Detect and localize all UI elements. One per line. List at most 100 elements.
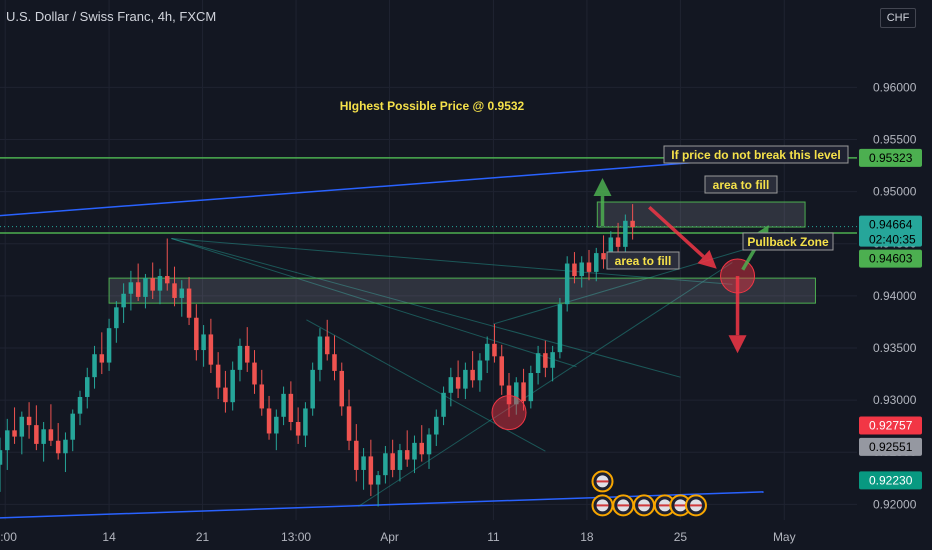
event-icons[interactable]	[591, 470, 707, 517]
candle-body	[390, 453, 395, 470]
price-label: 0.94603	[869, 252, 913, 266]
candle-body	[48, 429, 54, 441]
candle-body	[375, 475, 381, 485]
break-level-box	[663, 145, 849, 164]
candle-body	[274, 416, 279, 434]
price-label-bg	[859, 148, 922, 167]
highlight-circle	[491, 395, 527, 431]
candle-body	[354, 440, 359, 470]
candle-body	[208, 334, 214, 365]
candle-body	[295, 422, 301, 436]
time-tick-label: 8:00	[0, 530, 17, 544]
price-label-bg	[859, 437, 922, 456]
area-to-fill-lower-box	[606, 251, 680, 270]
candle-body	[317, 336, 323, 370]
candle-body	[201, 334, 206, 351]
candle-body	[346, 406, 352, 441]
time-tick-label: 11	[487, 530, 500, 544]
candle-body	[266, 408, 272, 434]
candle-body	[135, 282, 141, 297]
price-label: 0.94664	[869, 218, 913, 232]
candle-body	[572, 263, 577, 277]
candle-body	[172, 283, 177, 298]
chart-title[interactable]: U.S. Dollar / Swiss Franc, 4h, FXCM	[6, 9, 217, 24]
event-flag-stripe	[596, 480, 609, 483]
price-axis[interactable]: 0.960000.955000.950000.945000.940000.935…	[857, 0, 932, 550]
grid	[0, 0, 857, 520]
candle-body	[404, 450, 410, 460]
candle-body	[252, 362, 257, 385]
candle-body	[26, 416, 32, 426]
candle-body	[601, 253, 606, 260]
price-label-bg	[859, 416, 922, 435]
candle-body	[383, 453, 388, 476]
candle-body	[477, 360, 483, 381]
candle-body	[77, 396, 83, 414]
time-tick-label: Apr	[380, 530, 399, 544]
trendline	[0, 491, 764, 519]
price-tick-label: 0.96000	[873, 80, 917, 94]
area-to-fill-lower-label: area to fill	[615, 254, 672, 268]
candle-body	[514, 382, 519, 405]
candle-body	[215, 364, 221, 388]
price-label-bg	[859, 230, 922, 247]
pullback-label: Pullback Zone	[747, 235, 829, 249]
arrow-shaft	[648, 205, 705, 258]
candle-body	[92, 354, 97, 378]
price-tick-label: 0.93500	[873, 341, 917, 355]
candle-body	[303, 408, 308, 436]
candle-body	[448, 377, 454, 393]
time-axis-bg	[0, 521, 857, 550]
candle-body	[157, 276, 163, 291]
candle-body	[434, 416, 439, 435]
candle-body	[470, 369, 475, 381]
candle-body	[106, 328, 112, 363]
price-tick-label: 0.92000	[873, 497, 917, 511]
candle-body	[361, 456, 366, 470]
candle-body	[5, 430, 10, 451]
candle-body	[586, 262, 592, 272]
candle-body	[121, 293, 126, 308]
candle-body	[128, 282, 134, 294]
candle-body	[550, 352, 555, 368]
time-tick-label: 18	[580, 530, 594, 544]
trendline	[171, 238, 681, 378]
currency-button[interactable]: CHF	[880, 8, 916, 28]
price-label: 0.95323	[869, 151, 913, 165]
time-tick-label: 25	[674, 530, 688, 544]
event-flag-stripe	[617, 504, 630, 507]
candle-body	[70, 413, 75, 440]
candle-body	[608, 237, 614, 260]
price-label: 0.92757	[869, 418, 913, 432]
candle-body	[288, 393, 294, 422]
candle-body	[99, 354, 105, 363]
candle-body	[594, 253, 599, 272]
price-label-bg	[859, 249, 922, 268]
candle-body	[506, 385, 512, 405]
time-axis[interactable]: 8:00 14 21 13:00 Apr 11 18 25 May	[0, 521, 857, 550]
candle-body	[535, 353, 541, 373]
candle-body	[426, 434, 432, 455]
time-tick-label: 14	[102, 530, 116, 544]
candle-body	[521, 382, 526, 402]
candle-body	[143, 278, 148, 297]
candle-body	[223, 387, 228, 403]
price-label: 0.92230	[869, 473, 913, 487]
event-flag-stripe	[658, 504, 671, 507]
candle-body	[630, 220, 635, 228]
price-label-bg	[859, 471, 922, 490]
price-label: 0.92551	[869, 440, 913, 454]
area-to-fill-upper-label: area to fill	[713, 178, 770, 192]
candle-body	[332, 354, 337, 371]
event-flag-stripe	[596, 504, 609, 507]
candle-body	[281, 393, 286, 417]
candle-body	[623, 220, 628, 247]
candle-body	[557, 304, 563, 353]
candle-body	[164, 276, 170, 284]
candle-body	[55, 440, 61, 454]
candle-body	[441, 392, 446, 417]
zone-rect	[596, 201, 806, 228]
candle-body	[564, 263, 570, 305]
